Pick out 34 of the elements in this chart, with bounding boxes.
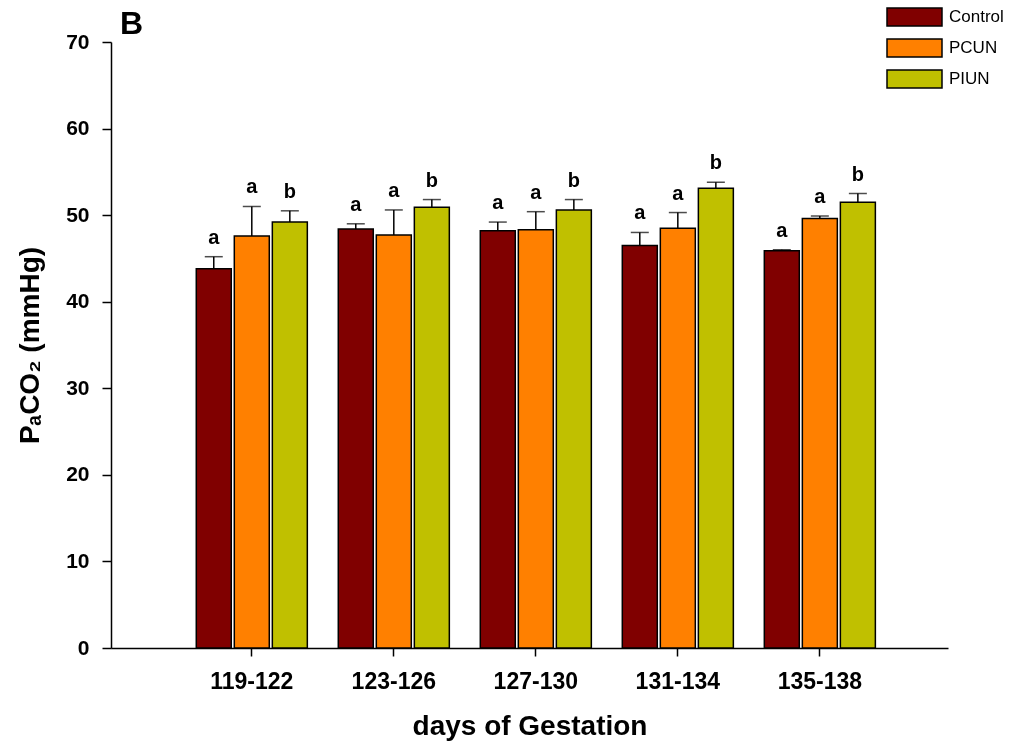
legend-label: PCUN [949, 38, 998, 57]
y-tick-label: 40 [66, 289, 90, 313]
data-label: a [492, 191, 505, 214]
y-tick-label: 20 [66, 462, 90, 486]
legend-label: Control [949, 7, 1004, 26]
data-label: b [851, 162, 864, 185]
x-tick-label: 123-126 [351, 667, 437, 694]
legend-label: PIUN [949, 69, 990, 88]
data-label: b [567, 168, 580, 191]
x-tick-label: 119-122 [210, 667, 294, 694]
data-label: b [709, 151, 722, 174]
chart-title: B [120, 5, 144, 41]
y-axis-title: PₐCO₂ (mmHg) [14, 246, 46, 445]
data-label: b [425, 168, 438, 191]
data-label: a [208, 225, 221, 248]
data-label: a [634, 201, 647, 224]
x-tick-label: 135-138 [777, 667, 863, 694]
x-tick-label: 127-130 [493, 667, 579, 694]
y-tick-label: 10 [66, 548, 90, 572]
data-label: a [246, 175, 259, 198]
y-tick-label: 0 [77, 635, 90, 659]
y-tick-label: 70 [66, 29, 90, 53]
x-axis-title: days of Gestation [412, 709, 648, 741]
data-label: a [814, 185, 827, 208]
y-tick-label: 60 [66, 116, 90, 140]
data-label: a [776, 218, 789, 241]
data-label: a [350, 192, 363, 215]
x-tick-label: 131-134 [635, 667, 721, 694]
y-tick-label: 50 [66, 202, 90, 226]
data-label: b [283, 179, 296, 202]
data-label: a [388, 178, 401, 201]
data-label: a [530, 180, 543, 203]
y-tick-label: 30 [66, 375, 90, 399]
data-label: a [672, 181, 685, 204]
